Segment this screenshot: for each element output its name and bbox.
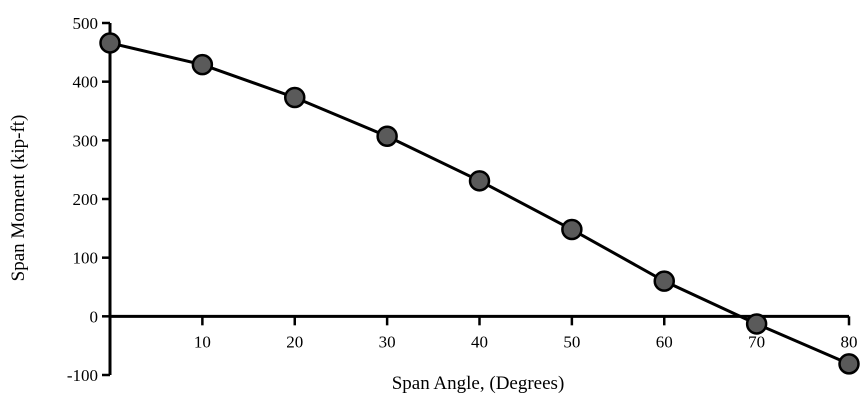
data-point [653,270,675,292]
x-tick-label: 30 [379,332,396,351]
y-tick-label: 400 [73,73,99,92]
x-tick-label: 70 [748,332,765,351]
x-axis-title: Span Angle, (Degrees) [392,373,565,394]
data-point [745,313,768,335]
y-tick-label: 0 [90,307,99,326]
data-point [99,32,121,54]
y-tick-label: 200 [73,190,99,209]
x-tick-label: 50 [563,332,580,351]
x-tick-label: 10 [194,332,211,351]
x-tick-label: 20 [286,332,303,351]
ticks [102,21,851,377]
y-tick-label: -100 [67,366,98,385]
y-tick-label: 300 [73,131,99,150]
data-point [838,353,860,375]
data-point [468,170,491,192]
series-group [99,32,860,375]
data-point [191,53,214,76]
x-tick-label: 80 [841,332,858,351]
data-point [376,125,398,147]
y-tick-label: 500 [73,14,99,33]
tick-labels: -100 0 100 200 300 400 500 10 20 30 40 50 60 70 80 [67,14,858,385]
y-tick-label: 100 [73,249,99,268]
x-tick-label: 60 [656,332,673,351]
y-axis-title: Span Moment (kip-ft) [8,115,29,282]
data-point [561,218,583,241]
data-point [284,86,306,109]
x-tick-label: 40 [471,332,488,351]
